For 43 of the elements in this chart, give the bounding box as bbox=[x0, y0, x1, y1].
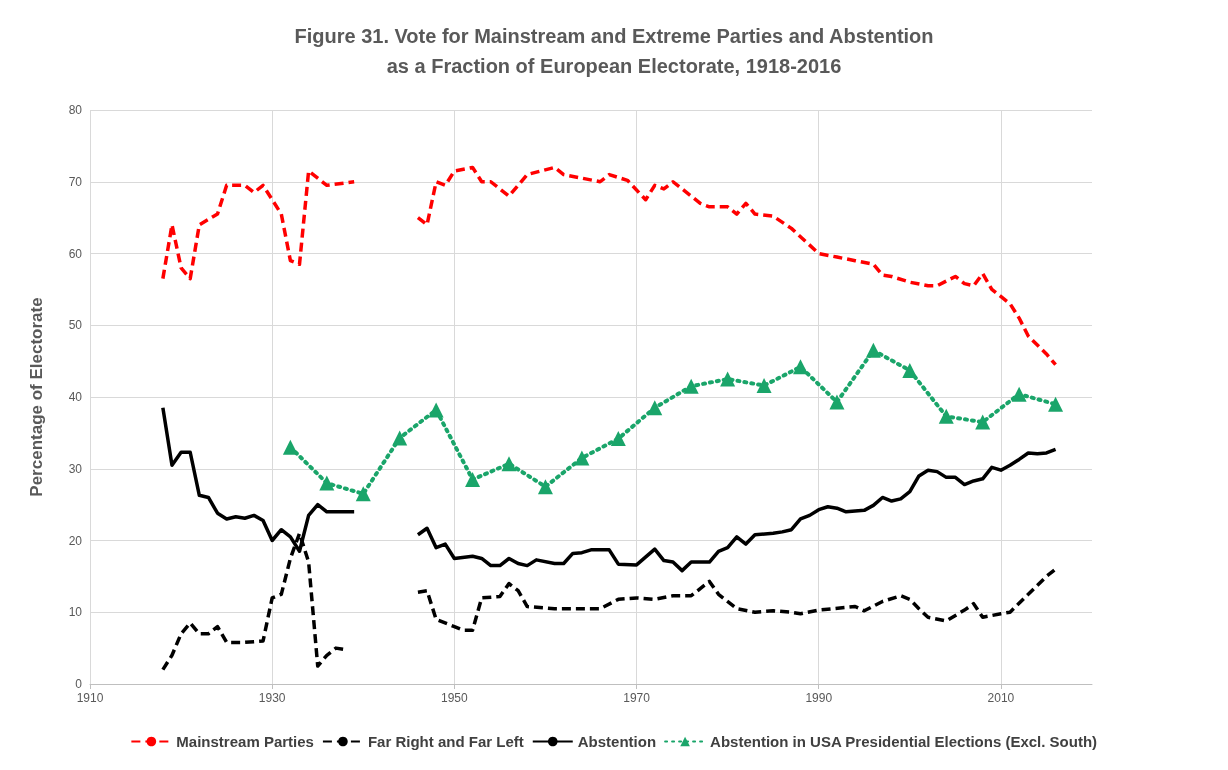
y-tick-label: 50 bbox=[68, 318, 83, 333]
y-tick-label: 30 bbox=[68, 461, 83, 476]
legend-label: Abstention in USA Presidential Elections (Excl. South) bbox=[710, 733, 1098, 750]
y-tick-label: 40 bbox=[68, 390, 83, 404]
point bbox=[355, 486, 371, 502]
point bbox=[793, 359, 809, 375]
x-tick-label: 1970 bbox=[623, 691, 651, 705]
point bbox=[756, 378, 772, 394]
point bbox=[392, 430, 408, 446]
point bbox=[282, 439, 298, 455]
point bbox=[902, 362, 918, 378]
y-tick-label: 10 bbox=[68, 605, 83, 620]
point bbox=[938, 408, 954, 424]
point bbox=[829, 394, 845, 410]
legend-label: Far Right and Far Left bbox=[367, 733, 524, 750]
y-tick-label: 20 bbox=[68, 533, 83, 548]
x-tick-label: 1990 bbox=[805, 691, 833, 705]
point bbox=[975, 414, 991, 430]
point bbox=[683, 378, 699, 394]
x-tick-label: 2010 bbox=[987, 691, 1015, 705]
legend-label: Mainstream Parties bbox=[176, 733, 314, 750]
point bbox=[647, 400, 663, 416]
point bbox=[501, 456, 517, 472]
point bbox=[537, 479, 553, 495]
y-tick-label: 80 bbox=[68, 103, 83, 117]
point bbox=[720, 371, 736, 387]
point bbox=[1048, 396, 1064, 412]
y-tick-label: 70 bbox=[68, 174, 83, 189]
point bbox=[574, 450, 590, 466]
point bbox=[865, 342, 881, 358]
legend-label: Abstention bbox=[577, 733, 657, 750]
point bbox=[428, 402, 444, 418]
y-tick-label: 60 bbox=[68, 246, 83, 261]
y-axis-title: Percentage of Electorate bbox=[27, 297, 46, 497]
x-tick-label: 1930 bbox=[258, 691, 286, 705]
point bbox=[1011, 386, 1027, 402]
point bbox=[465, 472, 481, 488]
x-tick-label: 1950 bbox=[441, 691, 469, 705]
point bbox=[319, 475, 335, 491]
chart-title: Figure 31. Vote for Mainstream and Extreme Parties and Abstention as a Fraction of European Electorate, 1918-2016 bbox=[294, 25, 934, 77]
point bbox=[610, 431, 626, 447]
y-tick-label: 0 bbox=[75, 677, 83, 691]
x-tick-label: 1910 bbox=[76, 691, 104, 705]
